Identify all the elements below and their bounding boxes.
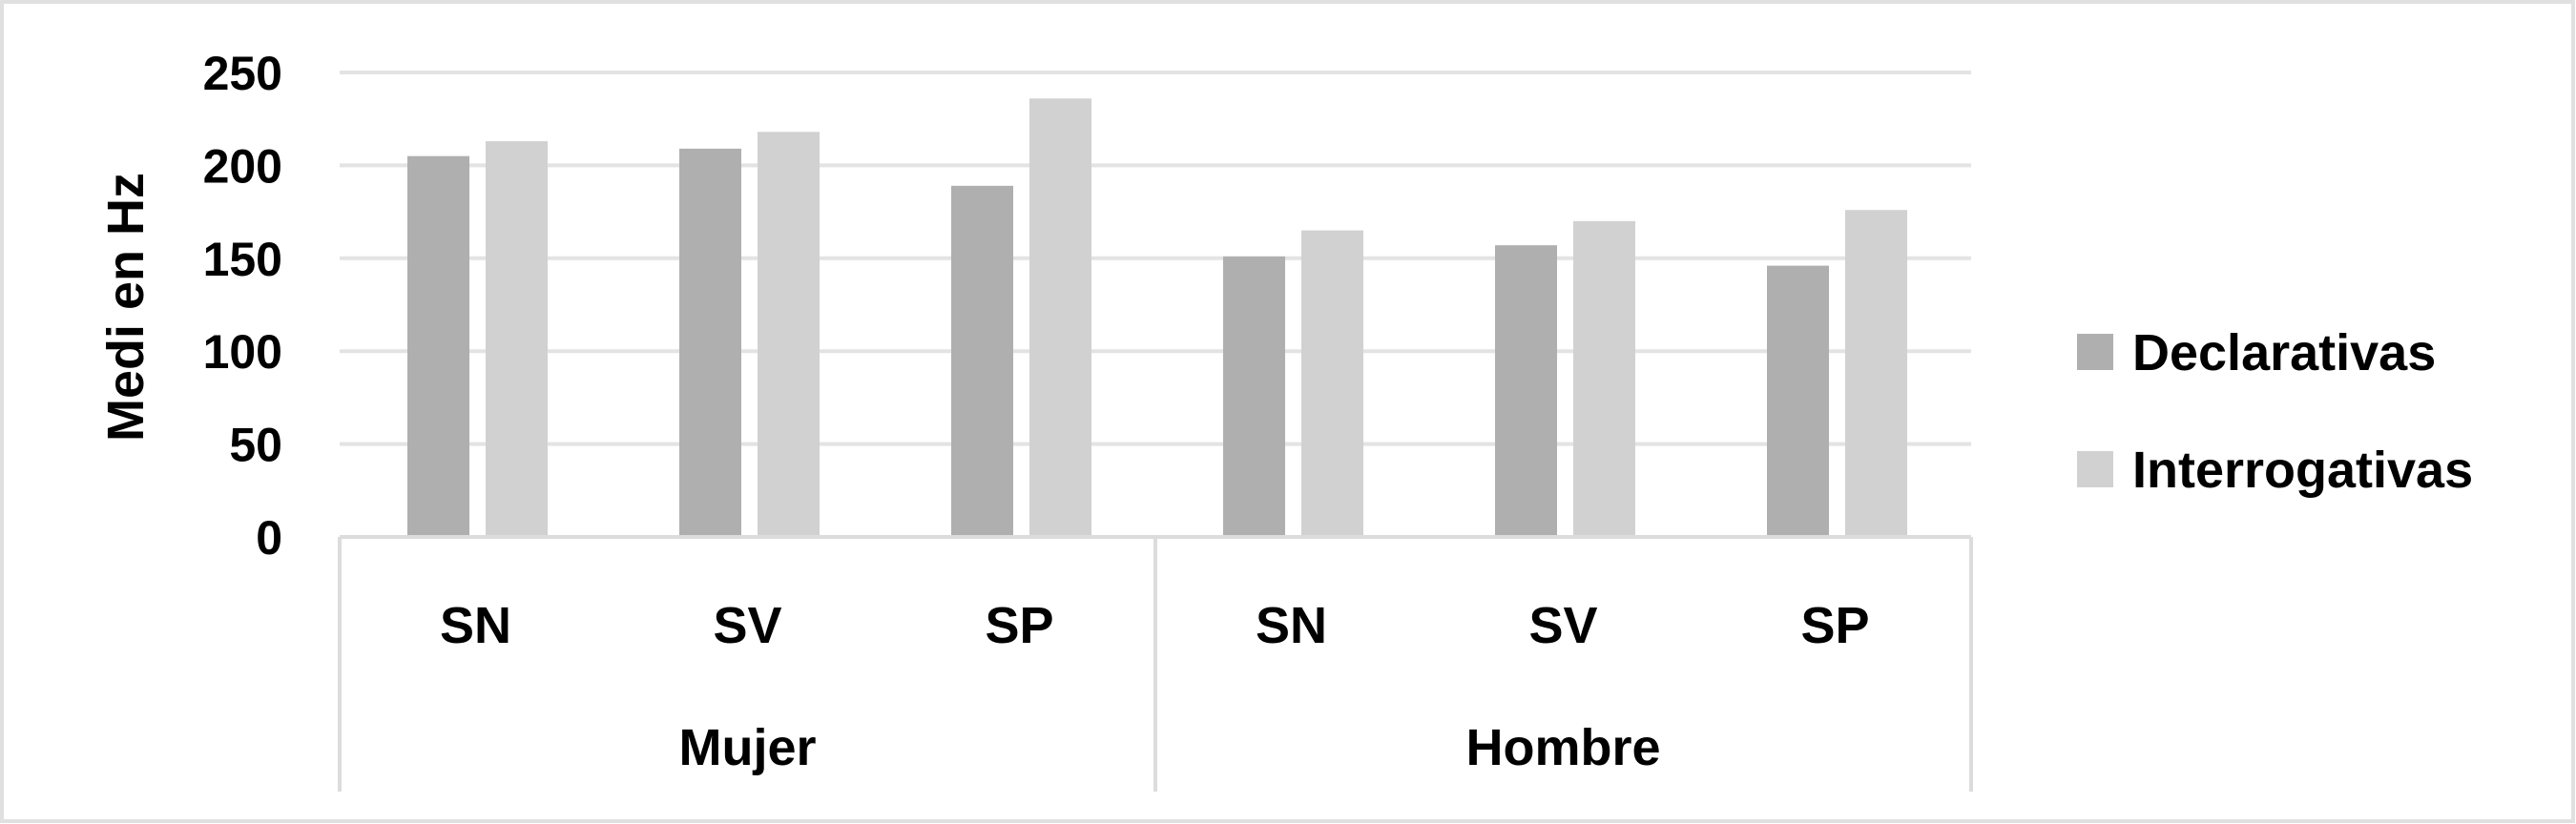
y-axis-label: Medi en Hz xyxy=(97,173,155,442)
category-label: SP xyxy=(985,597,1053,654)
bar-declarativas xyxy=(1495,245,1557,537)
x-axis: SN SV SP Mujer SN SV SP Hombre xyxy=(338,535,1973,792)
legend-label: Interrogativas xyxy=(2132,442,2473,499)
y-tick-label: 250 xyxy=(203,47,282,100)
category-label: SN xyxy=(440,597,511,654)
category-label: SN xyxy=(1256,597,1327,654)
gridlines xyxy=(340,71,1971,446)
bar-declarativas xyxy=(1223,256,1285,537)
legend-swatch xyxy=(2077,334,2113,370)
bar-interrogativas xyxy=(1029,98,1091,537)
y-tick-label: 100 xyxy=(203,325,282,379)
legend-label: Declarativas xyxy=(2132,324,2436,381)
group-label: Hombre xyxy=(1465,719,1660,776)
bar-interrogativas xyxy=(1845,210,1907,538)
y-tick-labels: 0 50 100 150 200 250 xyxy=(203,47,282,565)
group-label: Mujer xyxy=(678,719,816,776)
bar-declarativas xyxy=(951,185,1013,537)
bar-interrogativas xyxy=(758,132,820,537)
y-tick-label: 50 xyxy=(229,419,282,472)
y-tick-label: 200 xyxy=(203,139,282,193)
legend: Declarativas Interrogativas xyxy=(2077,324,2473,499)
legend-swatch xyxy=(2077,451,2113,487)
bar-interrogativas xyxy=(486,141,548,538)
bar-interrogativas xyxy=(1301,230,1363,537)
category-label: SV xyxy=(713,597,781,654)
bar-declarativas xyxy=(1767,265,1829,537)
category-label: SV xyxy=(1528,597,1597,654)
bar-declarativas xyxy=(407,155,469,537)
bar-declarativas xyxy=(679,148,741,538)
y-tick-label: 0 xyxy=(256,511,282,565)
y-tick-label: 150 xyxy=(203,233,282,286)
bar-interrogativas xyxy=(1573,220,1635,537)
category-label: SP xyxy=(1800,597,1869,654)
bars xyxy=(407,98,1907,538)
